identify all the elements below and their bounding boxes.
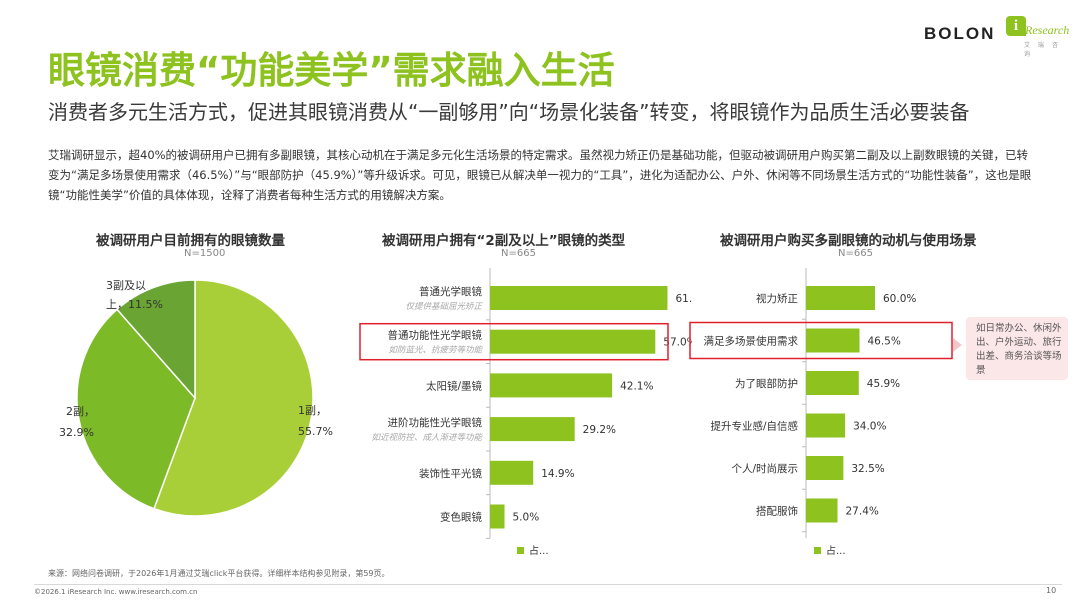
iresearch-wordmark: Research [1025,23,1070,37]
pie-label-1: 1副， [298,404,327,417]
callout-arrow-icon [953,338,962,352]
copyright: ©2026.1 iResearch Inc. www.iresearch.com… [34,588,198,596]
bar-1 [490,286,668,310]
bar-2 [806,328,860,353]
motives-chart-title: 被调研用户购买多副眼镜的动机与使用场景 [720,233,977,249]
bar-1 [806,286,875,310]
intro-paragraph: 艾瑞调研显示，超40%的被调研用户已拥有多副眼镜，其核心动机在于满足多元化生活场… [48,148,1032,202]
source-note: 来源：网络问卷调研，于2026年1月通过艾瑞click平台获得。详细样本结构参见… [48,569,390,578]
pie-label-3-line2-row: 上，11.5% [106,298,163,311]
category-label-5: 个人/时尚展示 [731,462,798,475]
category-label-2: 满足多场景使用需求 [704,335,799,348]
category-sublabel-1: 仅提供基础屈光矫正 [405,301,483,312]
value-label-3: 45.9% [867,378,900,390]
bar-6 [490,504,505,529]
pie-label-2: 2副， [66,405,95,418]
category-label-4: 进阶功能性光学眼镜 [388,416,483,429]
category-label-2: 普通功能性光学眼镜 [388,329,483,342]
bar-4 [490,417,575,442]
pie-slice-1 [153,279,314,517]
value-label-6: 27.4% [846,506,879,518]
pie-label-3-line1: 3副及以 [106,279,146,292]
value-label-1: 60.0% [883,293,916,305]
category-label-6: 搭配服饰 [756,505,798,518]
pie-chart-n: N=1500 [184,248,226,259]
value-label-5: 14.9% [541,468,574,480]
bar-5 [490,460,534,485]
category-label-1: 视力矫正 [756,292,798,305]
category-label-1: 普通光学眼镜 [419,285,482,298]
legend-label: 占... [826,544,846,557]
types-chart-title: 被调研用户拥有“2副及以上”眼镜的类型 [382,233,626,249]
motives-chart-n: N=665 [838,248,873,259]
iresearch-sub: 艾 瑞 咨 询 [1024,42,1061,58]
page-title: 眼镜消费“功能美学”需求融入生活 [48,49,615,92]
pie-value-2: 32.9% [59,426,94,439]
page-number: 10 [1046,586,1057,595]
scenario-callout: 如日常办公、休闲外出、户外运动、旅行出差、商务洽谈等场景 [966,317,1068,380]
value-label-5: 32.5% [851,463,884,475]
highlight-box [689,321,953,360]
pie-value-3: 11.5% [128,298,163,311]
category-label-3: 太阳镜/墨镜 [426,379,483,392]
bar-4 [806,413,846,438]
motives-bar-chart: 视力矫正 60.0% 满足多场景使用需求 46.5% 为了眼部防护 45.9% 提升专业感/… [689,268,953,557]
pie-chart: 1副， 55.7% 2副， 32.9% 3副及以 上，11.5% [59,279,333,517]
bar-3 [806,371,859,395]
value-label-4: 34.0% [853,421,886,433]
value-label-6: 5.0% [513,512,540,524]
bar-5 [806,456,844,480]
types-chart-n: N=665 [501,248,536,259]
category-label-4: 提升专业感/自信感 [710,420,798,433]
category-sublabel-4: 如近视防控、成人渐进等功能 [371,432,483,443]
page-subtitle: 消费者多元生活方式，促进其眼镜消费从“一副够用”向“场景化装备”转变，将眼镜作为… [48,100,970,124]
value-label-2: 46.5% [867,336,900,348]
iresearch-i-mark: i [1006,16,1026,36]
value-label-1: 61.2% [675,293,692,305]
bolon-logo: BOLON [924,24,996,43]
bar-3 [490,373,613,398]
value-label-4: 29.2% [583,424,616,436]
legend-swatch [517,547,524,554]
pie-chart-title: 被调研用户目前拥有的眼镜数量 [96,233,285,249]
category-sublabel-2: 如防蓝光、抗疲劳等功能 [388,345,483,356]
value-label-2: 57.0% [663,337,692,349]
category-label-5: 装饰性平光镜 [419,467,482,480]
highlight-box [359,322,669,361]
bar-6 [806,498,838,523]
legend-label: 占... [529,544,549,557]
pie-value-1: 55.7% [298,425,333,438]
value-label-3: 42.1% [620,380,653,392]
footer-divider [34,584,1062,585]
bar-2 [490,329,656,354]
brand-logo: BOLON i Research 艾 瑞 咨 询 [924,14,1069,58]
legend-swatch [814,547,821,554]
category-label-6: 变色眼镜 [440,511,482,524]
pie-label-3-line2: 上， [106,298,128,311]
pie-slice-2 [76,308,196,510]
pie-slice-3 [115,279,196,400]
category-label-3: 为了眼部防护 [735,377,798,390]
